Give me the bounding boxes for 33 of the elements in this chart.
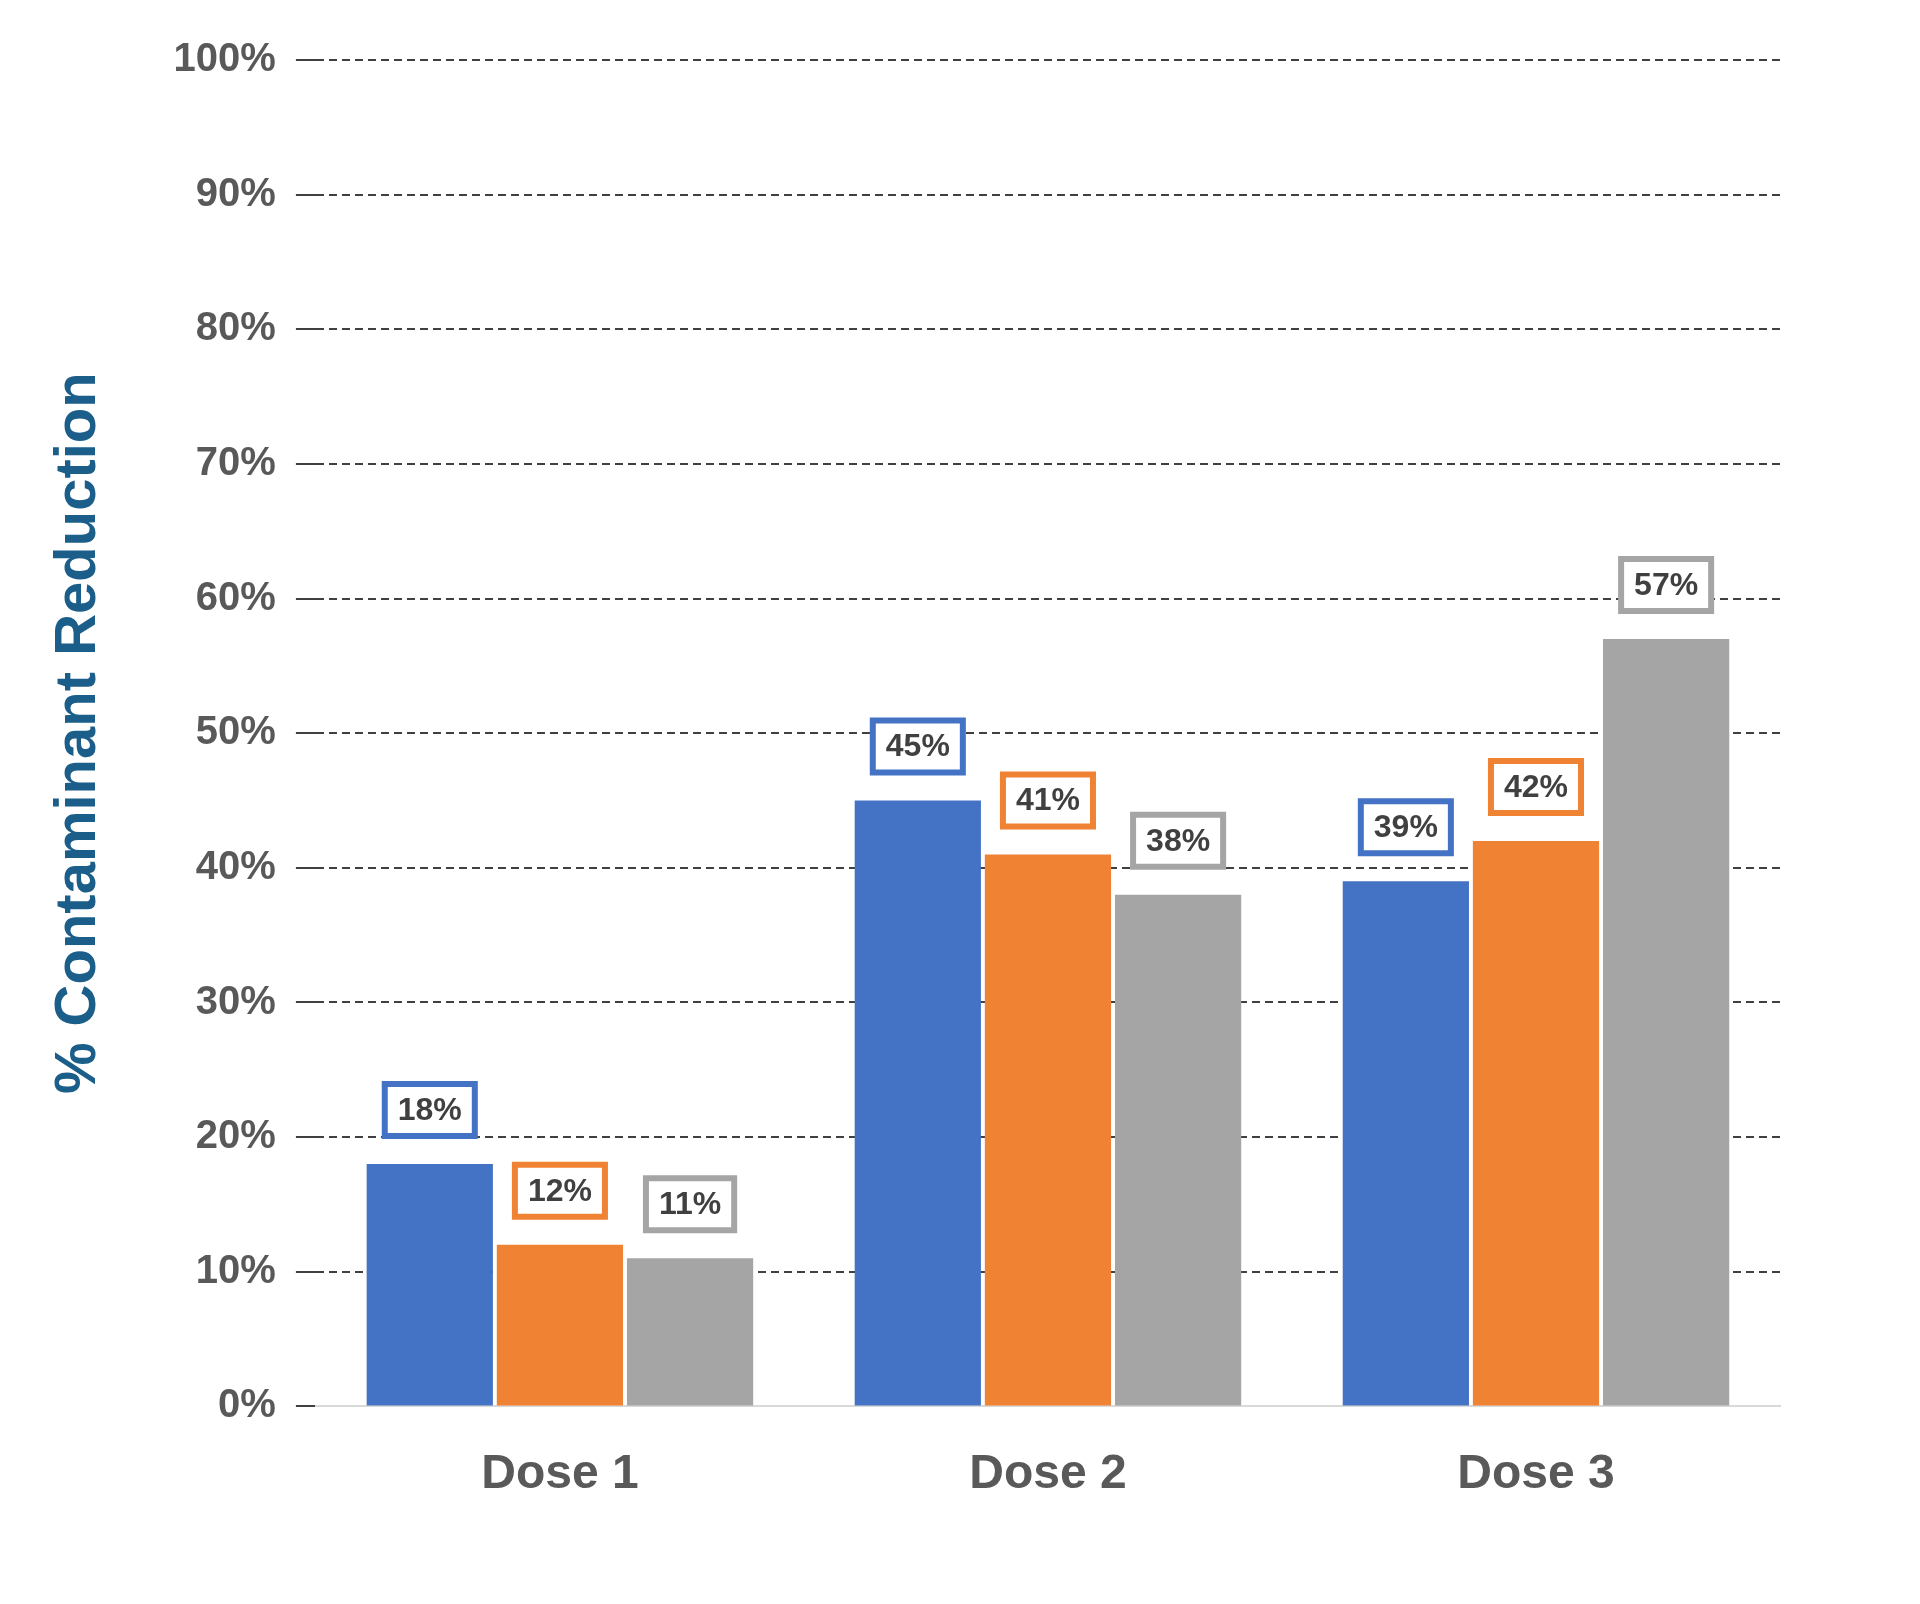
bar bbox=[626, 1258, 754, 1406]
y-tick-label: 100% bbox=[173, 35, 276, 80]
bar bbox=[1114, 894, 1242, 1406]
x-tick-label: Dose 1 bbox=[481, 1445, 639, 1499]
data-label: 42% bbox=[1503, 767, 1569, 804]
data-label: 57% bbox=[1634, 565, 1699, 602]
x-tick-label: Dose 2 bbox=[969, 1445, 1127, 1499]
y-tick-label: 50% bbox=[195, 708, 276, 753]
x-tick-label: Dose 3 bbox=[1457, 1445, 1615, 1499]
bar bbox=[854, 800, 981, 1406]
data-label: 11% bbox=[658, 1185, 722, 1222]
y-tick-label: 40% bbox=[195, 842, 276, 887]
y-tick-label: 10% bbox=[195, 1246, 276, 1291]
y-tick-label: 20% bbox=[195, 1112, 276, 1157]
bar bbox=[496, 1244, 624, 1406]
data-label: 45% bbox=[885, 727, 950, 764]
bar bbox=[1472, 840, 1600, 1406]
bar bbox=[1342, 881, 1469, 1406]
y-tick-label: 0% bbox=[218, 1381, 276, 1426]
y-tick-label: 70% bbox=[195, 438, 276, 483]
y-tick-label: 80% bbox=[195, 304, 276, 349]
data-label: 12% bbox=[527, 1171, 592, 1208]
y-tick-label: 30% bbox=[195, 977, 276, 1022]
data-label: 41% bbox=[1015, 781, 1080, 818]
bar bbox=[1603, 638, 1730, 1406]
y-tick-label: 60% bbox=[195, 573, 276, 618]
data-label: 39% bbox=[1373, 808, 1438, 845]
data-label: 38% bbox=[1146, 821, 1211, 858]
bar bbox=[984, 854, 1112, 1406]
y-axis-title: % Contaminant Reduction bbox=[41, 372, 107, 1095]
y-tick-label: 90% bbox=[195, 169, 276, 214]
bar bbox=[366, 1164, 493, 1406]
data-label: 18% bbox=[397, 1090, 462, 1127]
